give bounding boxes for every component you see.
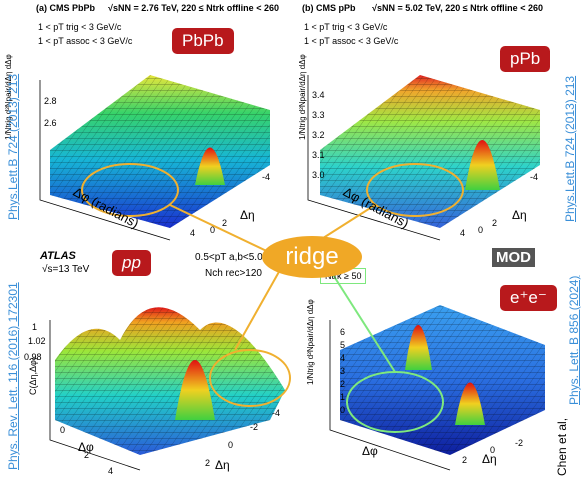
z-label: C(Δη,Δφ) xyxy=(28,357,38,395)
badge: pPb xyxy=(500,46,550,72)
ref-text: Chen et al, xyxy=(555,418,569,476)
y-label: Δη xyxy=(215,458,230,472)
tick: 2 xyxy=(205,458,210,468)
tick: 0 xyxy=(478,225,483,235)
surface-a xyxy=(40,75,270,240)
badge: pp xyxy=(112,250,151,276)
z-tick: 6 xyxy=(340,327,345,337)
tick: 4 xyxy=(190,228,195,238)
tick: 0 xyxy=(228,440,233,450)
tick: 2 xyxy=(462,455,467,465)
z-tick: 3.3 xyxy=(312,110,325,120)
header: ATLAS xyxy=(40,250,76,262)
header: (b) CMS pPb xyxy=(302,3,356,13)
z-label: 1/Ntrig d²Npair/dΔη dΔφ xyxy=(298,54,307,140)
ref-link[interactable]: Phys. Lett. B 856 (2024) 138957 xyxy=(568,245,582,405)
header: MOD xyxy=(492,248,535,267)
ref-link[interactable]: Phys. Rev. Lett. 116 (2016) 172301 xyxy=(6,282,20,470)
y-label: Δη xyxy=(512,208,527,222)
cut: Nch rec>120 xyxy=(205,268,262,279)
z-tick: 2.6 xyxy=(44,118,57,128)
tick: -2 xyxy=(250,422,258,432)
z-tick: 3.4 xyxy=(312,90,325,100)
tick: 4 xyxy=(460,228,465,238)
badge: e⁺e⁻ xyxy=(500,285,557,311)
badge: PbPb xyxy=(172,28,234,54)
z-tick: 3.1 xyxy=(312,150,325,160)
z-tick: 2 xyxy=(340,379,345,389)
z-label: 1/Ntrig d²Npair/dΔη dΔφ xyxy=(306,299,315,385)
energy: √s=13 TeV xyxy=(42,264,89,275)
tick: -4 xyxy=(262,172,270,182)
z-tick: 1.02 xyxy=(28,336,46,346)
page: (a) CMS PbPb √sNN = 2.76 TeV, 220 ≤ Ntrk… xyxy=(0,0,582,480)
z-tick: 3.0 xyxy=(312,170,325,180)
z-tick: 1 xyxy=(340,392,345,402)
cut: 1 < pT assoc < 3 GeV/c xyxy=(304,36,398,46)
x-label: Δφ xyxy=(362,444,378,458)
tick: 2 xyxy=(222,218,227,228)
z-tick: 1 xyxy=(32,322,37,332)
z-tick: 4 xyxy=(340,353,345,363)
z-tick: 3 xyxy=(340,366,345,376)
tick: -2 xyxy=(515,438,523,448)
energy: √sNN = 2.76 TeV, 220 ≤ Ntrk offline < 26… xyxy=(108,3,279,13)
z-tick: 5 xyxy=(340,340,345,350)
tick: 0 xyxy=(490,445,495,455)
ridge-label: ridge xyxy=(262,236,362,278)
y-label: Δη xyxy=(240,208,255,222)
z-tick: 3.2 xyxy=(312,130,325,140)
tick: 4 xyxy=(108,466,113,476)
cut: 1 < pT trig < 3 GeV/c xyxy=(304,22,387,32)
z-tick: 0 xyxy=(340,405,345,415)
header: (a) CMS PbPb xyxy=(36,3,95,13)
tick: 0 xyxy=(210,225,215,235)
z-tick: 0.98 xyxy=(24,352,42,362)
tick: 2 xyxy=(84,450,89,460)
tick: -4 xyxy=(530,172,538,182)
tick: 0 xyxy=(60,425,65,435)
ref-link[interactable]: Phys.Lett.B 724 (2013) 213 xyxy=(563,76,577,222)
energy: √sNN = 5.02 TeV, 220 ≤ Ntrk offline < 26… xyxy=(372,3,543,13)
tick: -4 xyxy=(272,408,280,418)
tick: 2 xyxy=(492,218,497,228)
z-tick: 2.8 xyxy=(44,96,57,106)
cut: 1 < pT trig < 3 GeV/c xyxy=(38,22,121,32)
ref-link[interactable]: Phys.Lett.B 724 (2013) 213 xyxy=(6,74,20,220)
cut: 1 < pT assoc < 3 GeV/c xyxy=(38,36,132,46)
